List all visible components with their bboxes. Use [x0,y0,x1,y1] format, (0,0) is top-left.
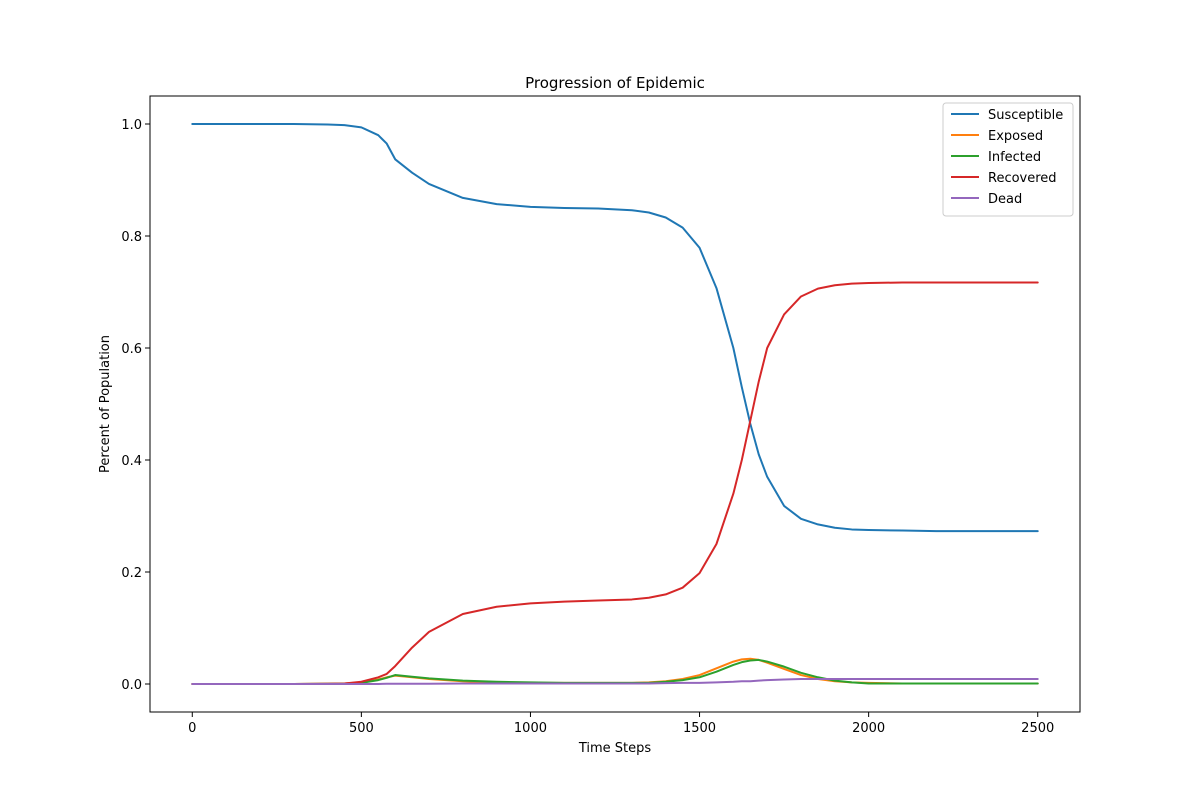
x-tick-label: 1000 [514,721,547,736]
x-tick-label: 500 [349,721,374,736]
legend-label-recovered: Recovered [988,171,1057,186]
legend: Susceptible Exposed Infected Recovered Dead [942,102,1074,217]
series-line-susceptible [191,123,1039,533]
legend-label-dead: Dead [988,192,1022,207]
x-tick-label: 2500 [1021,721,1054,736]
x-tick-label: 2000 [852,721,885,736]
legend-label-susceptible: Susceptible [988,108,1063,123]
y-tick-label: 0.2 [121,566,142,581]
axes-frame [149,95,1081,713]
y-axis-title: Percent of Population [98,335,113,473]
y-tick-label: 0.6 [121,342,142,357]
y-tick-label: 1.0 [121,118,142,133]
legend-label-infected: Infected [988,150,1041,165]
series-line-dead [191,677,1039,685]
y-tick-label: 0.4 [121,454,142,469]
legend-label-exposed: Exposed [988,129,1043,144]
x-tick-label: 0 [188,721,196,736]
y-tick-label: 0.8 [121,230,142,245]
series-line-recovered [191,281,1039,685]
legend-box [942,102,1074,217]
series-line-infected [191,658,1039,685]
x-tick-label: 1500 [683,721,716,736]
plot-area [149,95,1081,713]
chart-title: Progression of Epidemic [525,74,705,92]
y-tick-label: 0.0 [121,678,142,693]
x-axis-title: Time Steps [578,741,652,756]
axis-ticks: 0 500 1000 1500 2000 2500 0.0 0.2 0.4 0.6 0.8 1.0 [121,118,1054,736]
